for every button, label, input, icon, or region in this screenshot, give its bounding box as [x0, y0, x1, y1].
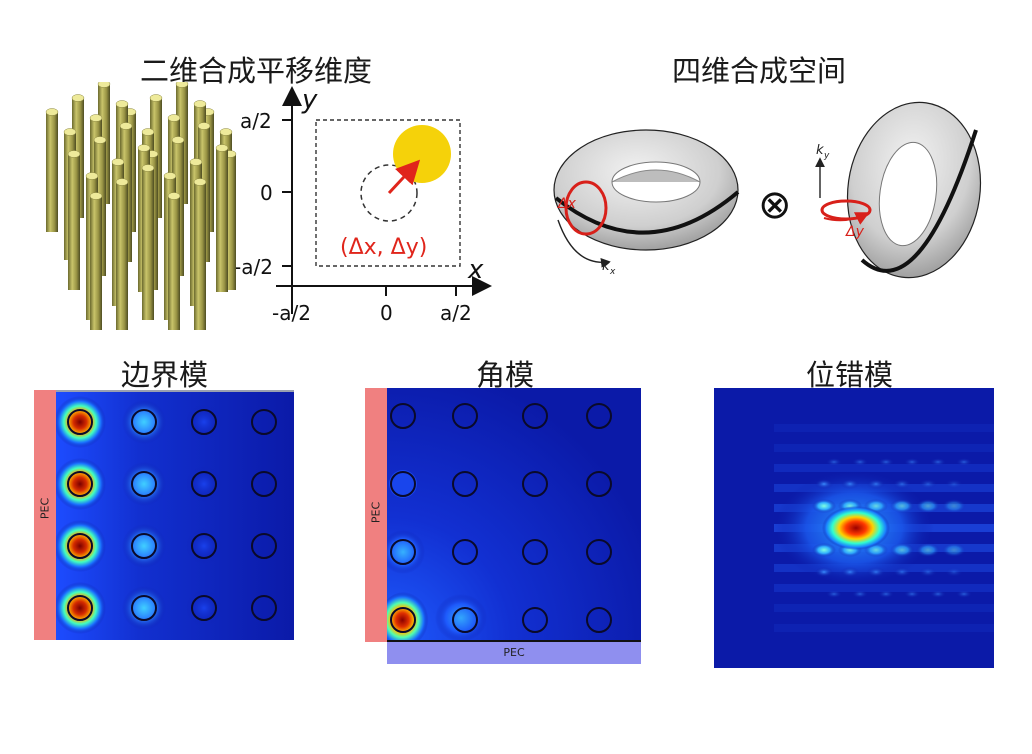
rod: [142, 168, 154, 320]
edge-mode-field-map: [56, 390, 294, 640]
corner-pec-bottom-label: PEC: [503, 646, 525, 659]
lattice-rod: [191, 595, 217, 621]
unit-cell-diagram: (Δx, Δy) x y a/2 0 -a/2 -a/2 0 a/2: [236, 85, 492, 325]
lattice-rod: [390, 607, 416, 633]
corner-pec-wall-bottom: PEC: [387, 642, 641, 664]
rod: [216, 148, 228, 292]
lattice-rod: [251, 409, 277, 435]
lattice-rod: [191, 471, 217, 497]
dislocation-mode-field-map: [714, 388, 994, 668]
torus-left: Δx k x: [553, 129, 740, 277]
x-tick-zero: 0: [380, 301, 393, 325]
torus-right-ky-sub: y: [823, 151, 830, 161]
x-tick-right: a/2: [440, 301, 472, 325]
rod-array-illustration: [45, 82, 237, 330]
corner-pec-wall-left: PEC: [365, 388, 387, 642]
torus-right: k y Δy: [815, 101, 982, 279]
torus-left-loop: [564, 180, 608, 236]
torus-left-kx-label: k: [602, 259, 610, 274]
corner-mode-field-map: [387, 388, 641, 642]
lattice-rod: [251, 595, 277, 621]
y-tick-bottom: -a/2: [236, 255, 273, 279]
x-tick-left: -a/2: [272, 301, 311, 325]
lattice-rod: [522, 607, 548, 633]
tensor-product-symbol: ⊗: [758, 182, 792, 228]
torus-left-dx-label: Δx: [557, 196, 577, 212]
lattice-rod: [251, 471, 277, 497]
lattice-rod: [67, 533, 93, 559]
y-axis-label: y: [301, 85, 318, 115]
lattice-rod: [131, 533, 157, 559]
rod: [68, 154, 80, 290]
lattice-rod: [67, 595, 93, 621]
rod: [90, 196, 102, 330]
lattice-rod: [586, 539, 612, 565]
lattice-rod: [67, 409, 93, 435]
lattice-rod: [390, 539, 416, 565]
lattice-rod: [522, 403, 548, 429]
lattice-rod: [191, 409, 217, 435]
torus-left-kx-sub: x: [609, 267, 616, 277]
lattice-rod: [131, 471, 157, 497]
lattice-rod: [191, 533, 217, 559]
unit-cell-border: [315, 119, 461, 267]
x-axis-label: x: [467, 255, 484, 285]
y-tick-zero: 0: [260, 181, 273, 205]
lattice-rod: [131, 409, 157, 435]
edge-pec-wall: PEC: [34, 390, 56, 640]
torus-right-ky-label: k: [816, 143, 824, 158]
lattice-rod: [390, 403, 416, 429]
lattice-rod: [390, 471, 416, 497]
title-corner-mode: 角模: [476, 358, 535, 392]
dislocation-core-hotspot: [822, 506, 890, 550]
corner-pec-left-label: PEC: [369, 501, 383, 524]
lattice-rod: [452, 403, 478, 429]
lattice-rod: [452, 471, 478, 497]
title-synthetic-4d: 四维合成空间: [672, 54, 847, 88]
original-rod-position: [360, 164, 418, 222]
rod: [194, 182, 206, 330]
lattice-rod: [452, 607, 478, 633]
rod: [46, 112, 58, 232]
shift-label: (Δx, Δy): [340, 235, 427, 260]
lattice-rod: [586, 607, 612, 633]
rod: [168, 196, 180, 330]
shift-arrow: [387, 159, 421, 195]
lattice-rod: [251, 533, 277, 559]
title-dislocation-mode: 位错模: [806, 358, 894, 392]
lattice-rod: [522, 539, 548, 565]
lattice-rod: [452, 539, 478, 565]
edge-pec-label: PEC: [38, 497, 52, 520]
rod: [116, 182, 128, 330]
torus-product-diagram: Δx k x ⊗ k y Δy: [553, 101, 982, 279]
lattice-rod: [131, 595, 157, 621]
lattice-rod: [67, 471, 93, 497]
shifted-rod-position: [393, 125, 451, 183]
title-edge-mode: 边界模: [121, 358, 209, 392]
lattice-rod: [586, 471, 612, 497]
torus-right-dy-label: Δy: [845, 224, 865, 240]
y-tick-top: a/2: [240, 109, 272, 133]
lattice-rod: [586, 403, 612, 429]
lattice-rod: [522, 471, 548, 497]
